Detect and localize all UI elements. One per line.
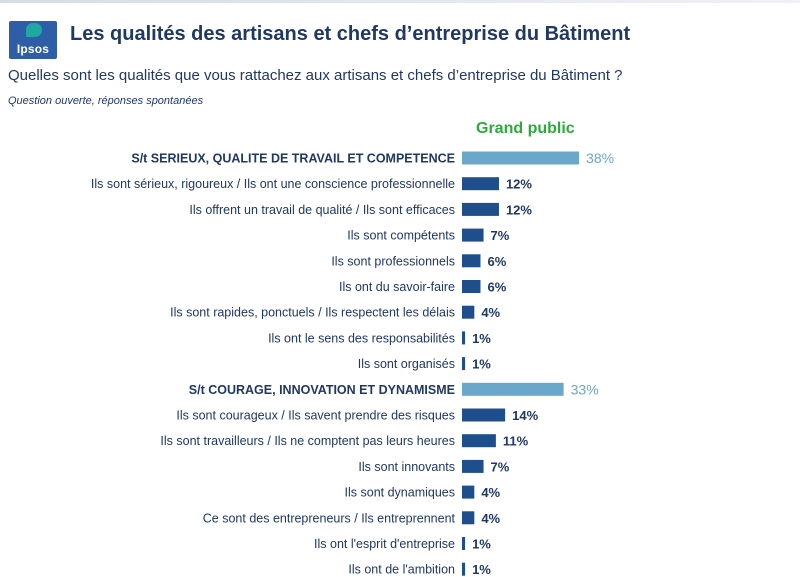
detail-bar (462, 562, 466, 576)
category-label: Ils sont professionnels (331, 254, 455, 268)
top-divider (0, 0, 800, 3)
category-label: Ils sont sérieux, rigoureux / Ils ont un… (91, 177, 455, 191)
detail-bar (462, 459, 484, 473)
value-label: 11% (503, 434, 529, 449)
category-label: Ce sont des entrepreneurs / Ils entrepre… (203, 511, 456, 525)
value-label: 12% (506, 202, 532, 217)
category-label: Ils sont travailleurs / Ils ne comptent … (160, 434, 455, 448)
category-label: S/t COURAGE, INNOVATION ET DYNAMISME (189, 383, 455, 397)
category-label: Ils ont de l'ambition (348, 563, 455, 577)
category-label: Ils sont courageux / Ils savent prendre … (176, 409, 455, 423)
value-label: 4% (481, 485, 500, 500)
value-label: 1% (472, 331, 491, 346)
value-label: 1% (472, 537, 491, 552)
value-label: 6% (487, 280, 506, 295)
detail-bar (462, 202, 499, 216)
value-label: 38% (586, 150, 614, 166)
category-label: Ils ont du savoir-faire (339, 280, 455, 294)
detail-bar (462, 228, 484, 242)
detail-bar (462, 280, 481, 293)
subtotal-bar (462, 382, 564, 396)
value-label: 33% (571, 381, 599, 397)
category-label: Ils sont rapides, ponctuels / Ils respec… (170, 306, 455, 320)
detail-bar (462, 434, 496, 448)
category-label: Ils sont organisés (358, 357, 455, 371)
series-title: Grand public (476, 120, 575, 137)
category-label: Ils sont compétents (347, 229, 455, 243)
ipsos-logo: Ipsos (9, 21, 57, 59)
value-label: 1% (472, 357, 491, 372)
page-title: Les qualités des artisans et chefs d’ent… (70, 23, 631, 45)
detail-bar (462, 511, 475, 525)
detail-bar (462, 331, 466, 345)
value-label: 7% (491, 459, 510, 474)
value-label: 4% (481, 511, 500, 526)
detail-bar (462, 408, 506, 422)
value-label: 1% (472, 562, 491, 577)
category-label: Ils sont innovants (358, 460, 455, 474)
value-label: 12% (506, 177, 532, 192)
speech-bubble-icon (26, 23, 42, 37)
value-label: 6% (487, 254, 506, 269)
category-label: Ils ont le sens des responsabilités (268, 331, 455, 345)
value-label: 4% (481, 305, 500, 320)
category-label: S/t SERIEUX, QUALITE DE TRAVAIL ET COMPE… (131, 152, 455, 166)
category-label: Ils ont l'esprit d'entreprise (314, 537, 455, 551)
category-label: Ils offrent un travail de qualité / Ils … (189, 203, 455, 217)
category-label: Ils sont dynamiques (345, 486, 455, 500)
detail-bar (462, 177, 499, 191)
subtotal-bar (462, 151, 580, 165)
detail-bar (462, 254, 481, 268)
value-label: 14% (512, 408, 538, 423)
question-text: Quelles sont les qualités que vous ratta… (8, 67, 623, 84)
detail-bar (462, 537, 466, 550)
detail-bar (462, 357, 466, 371)
question-note: Question ouverte, réponses spontanées (8, 95, 204, 107)
value-label: 7% (491, 228, 510, 243)
logo-text: Ipsos (16, 42, 50, 56)
detail-bar (462, 485, 475, 499)
detail-bar (462, 305, 475, 319)
